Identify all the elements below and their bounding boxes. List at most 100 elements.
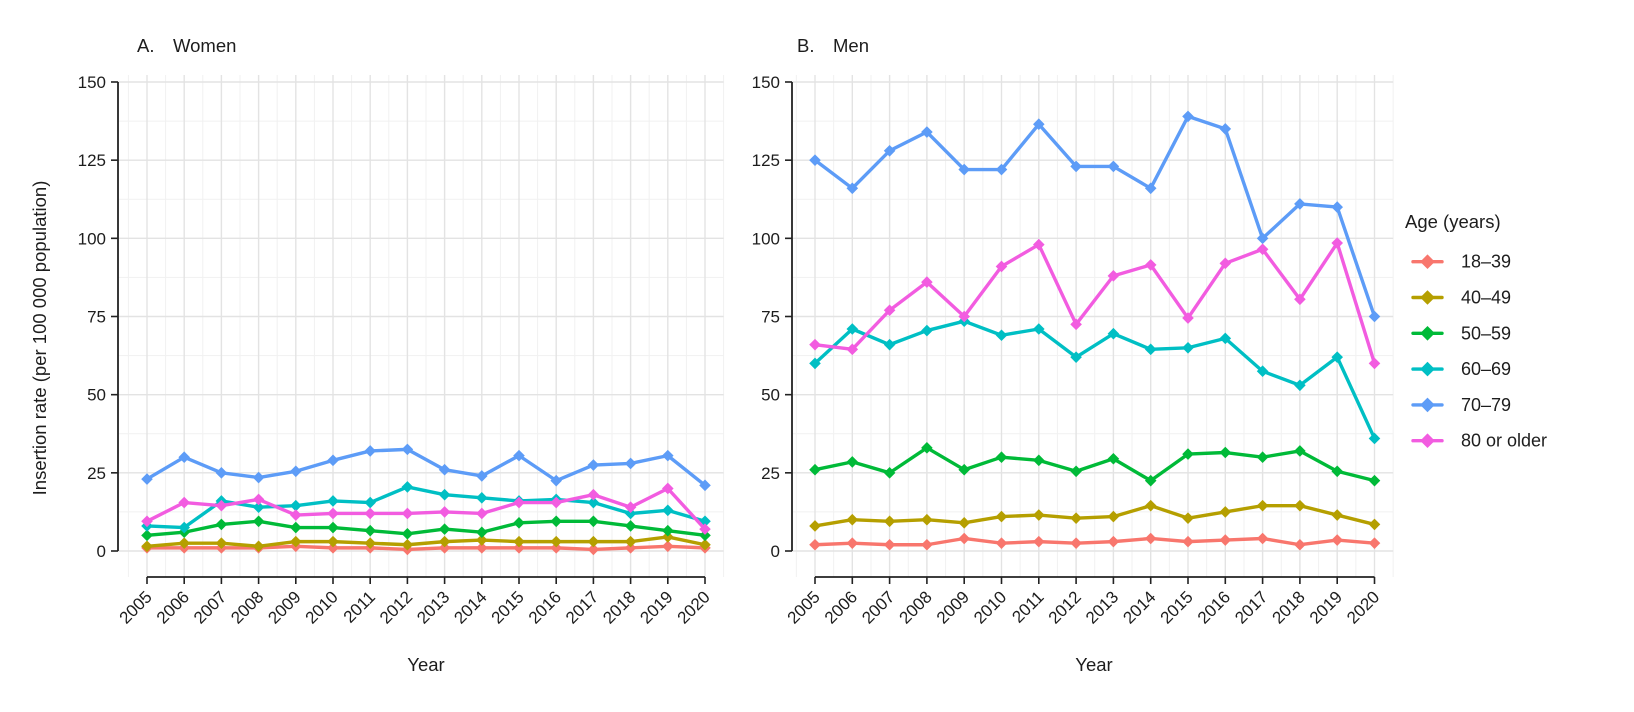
data-point-marker [1107, 327, 1120, 340]
data-point-marker [846, 323, 859, 335]
data-point-marker [921, 538, 933, 551]
data-point-marker [476, 492, 488, 504]
series-line [813, 536, 1377, 547]
data-point-marker [1256, 243, 1269, 256]
data-point-marker [958, 532, 970, 545]
data-point-marker [1219, 257, 1232, 270]
data-point-marker [1144, 259, 1157, 271]
x-tick-label: 2008 [896, 587, 936, 627]
legend-entries: 18–39 40–49 50–59 60–69 70–79 80 or older [1411, 252, 1547, 451]
series-women-50-59 [141, 515, 711, 542]
data-point-marker [141, 473, 153, 485]
data-point-marker [1294, 499, 1306, 512]
x-tick-label: 2013 [1082, 587, 1122, 627]
data-point-marker [1294, 293, 1306, 306]
data-point-marker [883, 304, 896, 317]
data-point-marker [1294, 198, 1306, 210]
data-point-marker [1182, 312, 1194, 324]
data-point-marker [550, 542, 562, 554]
y-tick-label: 75 [87, 307, 106, 326]
x-tick-label: 2014 [1119, 587, 1159, 627]
data-point-marker [699, 523, 711, 535]
data-point-marker [1182, 110, 1194, 123]
data-point-marker [699, 538, 711, 551]
data-point-marker [1331, 534, 1343, 546]
data-point-marker [958, 463, 970, 476]
data-point-marker [846, 182, 859, 195]
data-point-marker [1256, 365, 1269, 378]
data-point-marker [809, 154, 821, 166]
data-point-marker [438, 463, 451, 476]
series-men-50-59 [809, 442, 1381, 487]
data-point-marker [290, 535, 302, 548]
series-line [145, 535, 707, 549]
data-point-marker [438, 488, 451, 501]
legend-key-diamond-icon [1420, 254, 1435, 269]
data-point-marker [290, 465, 302, 478]
series-men-40-49 [809, 499, 1381, 532]
data-point-marker [846, 537, 859, 549]
x-tick-label: 2016 [1194, 587, 1234, 627]
data-point-marker [587, 543, 600, 556]
x-tick-label: 2005 [784, 587, 824, 627]
data-point-marker [921, 324, 933, 337]
data-point-marker [883, 538, 896, 551]
data-point-marker [809, 538, 821, 551]
data-point-marker [476, 470, 488, 482]
data-point-marker [1368, 518, 1381, 531]
data-point-marker [1033, 238, 1045, 251]
data-point-marker [1033, 509, 1045, 521]
data-point-marker [1256, 451, 1269, 463]
data-point-marker [995, 163, 1008, 176]
data-point-marker [513, 517, 525, 529]
data-point-marker [662, 449, 674, 462]
y-tick-label: 50 [761, 386, 780, 405]
x-tick-label: 2017 [1231, 587, 1271, 627]
x-tick-label: 2009 [264, 587, 304, 627]
data-point-marker [401, 481, 414, 493]
data-point-marker [883, 338, 896, 351]
data-point-marker [1294, 445, 1306, 457]
data-point-marker [476, 507, 488, 520]
data-point-marker [921, 276, 933, 288]
series-line [813, 241, 1377, 366]
data-point-marker [1070, 465, 1082, 478]
data-point-marker [290, 509, 302, 521]
data-point-marker [1107, 510, 1120, 523]
panel-a-x-axis-title: Year [407, 654, 444, 675]
y-tick-label: 25 [87, 464, 106, 483]
legend-entry-80-or-older: 80 or older [1411, 431, 1547, 451]
data-point-marker [141, 529, 153, 542]
data-point-marker [1144, 343, 1157, 356]
x-tick-label: 2015 [1157, 587, 1197, 627]
data-point-marker [401, 538, 414, 551]
data-point-marker [178, 537, 190, 549]
legend-key-diamond-icon [1420, 397, 1435, 413]
y-axis-title: Insertion rate (per 100 000 population) [29, 181, 50, 496]
data-point-marker [699, 529, 711, 542]
data-point-marker [1144, 499, 1157, 512]
data-point-marker [624, 501, 637, 514]
x-tick-label: 2009 [933, 587, 973, 627]
data-point-marker [215, 499, 228, 512]
data-point-marker [1182, 448, 1194, 460]
legend-entry-40-49: 40–49 [1411, 288, 1511, 308]
data-point-marker [290, 499, 302, 512]
legend-entry-60-69: 60–69 [1411, 359, 1511, 379]
series-line [813, 319, 1377, 441]
legend-entry-label: 60–69 [1461, 359, 1511, 379]
data-point-marker [699, 515, 711, 528]
data-point-marker [1107, 270, 1120, 282]
data-point-marker [1070, 160, 1082, 173]
x-tick-label: 2011 [1008, 587, 1047, 626]
y-tick-label: 25 [761, 464, 780, 483]
x-tick-label: 2006 [821, 587, 861, 627]
x-tick-label: 2016 [525, 587, 565, 627]
data-point-marker [1033, 454, 1045, 467]
data-point-marker [624, 520, 637, 532]
data-point-marker [550, 535, 562, 548]
data-point-marker [513, 542, 525, 554]
data-point-marker [364, 537, 376, 549]
panel-b-gridlines [792, 75, 1394, 577]
